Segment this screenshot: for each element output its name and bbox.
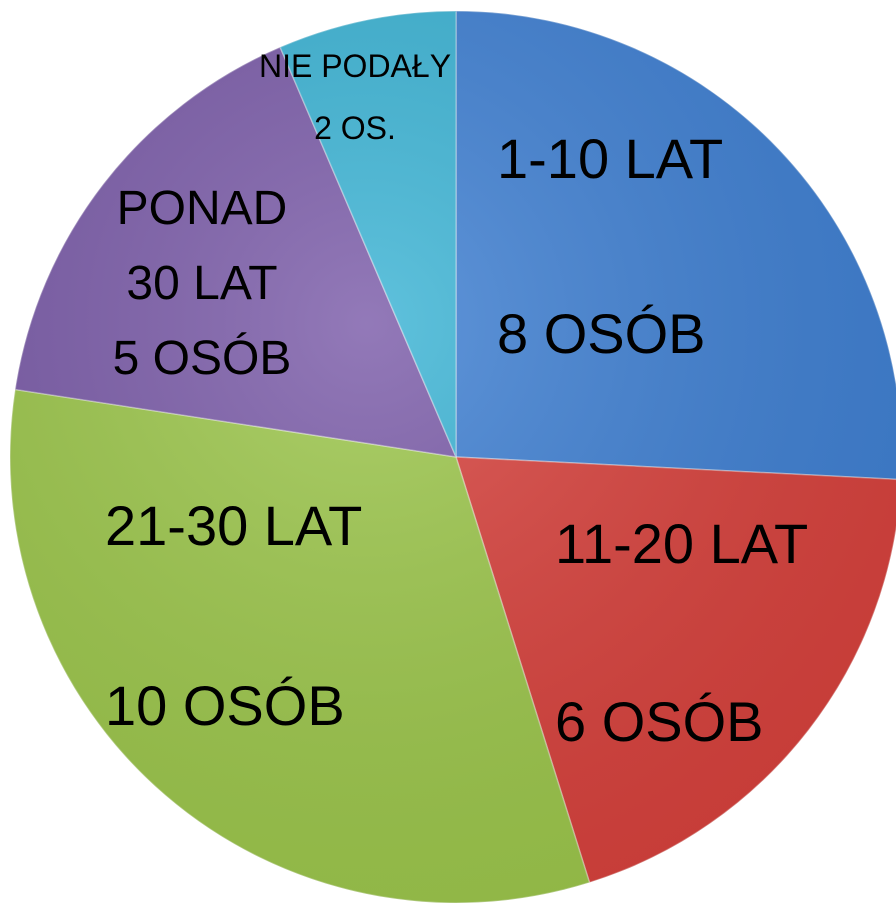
value-label: 6 OSÓB [555, 690, 764, 753]
slice-label: 21-30 LAT [105, 494, 363, 557]
slice-label: PONAD 30 LAT [116, 182, 288, 310]
value-label: 2 OS. [314, 110, 396, 146]
slice-label: 11-20 LAT [555, 512, 809, 575]
slice-label: NIE PODAŁY [258, 48, 452, 84]
value-label: 10 OSÓB [105, 674, 345, 737]
value-label: 8 OSÓB [497, 302, 706, 365]
pie-slice [455, 10, 896, 481]
slice-label: 1-10 LAT [497, 127, 724, 190]
value-label: 5 OSÓB [112, 332, 292, 385]
